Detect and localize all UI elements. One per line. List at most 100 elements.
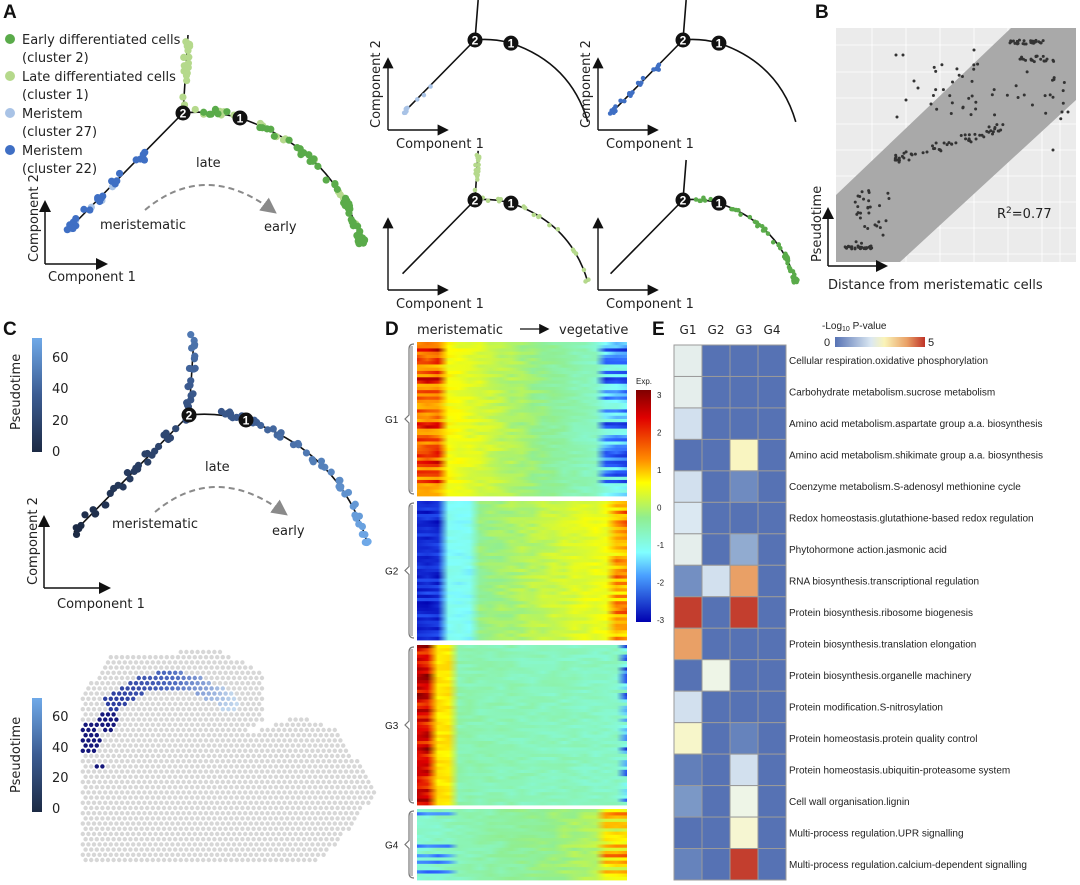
cell-point <box>428 84 433 89</box>
spot <box>100 701 105 707</box>
spot <box>290 722 295 727</box>
colorbar-tick: 20 <box>52 771 69 786</box>
spot <box>80 842 86 847</box>
spot <box>360 779 365 785</box>
spot <box>254 696 259 701</box>
heatmap-cell <box>729 344 759 377</box>
spot <box>147 800 153 805</box>
spot <box>80 748 86 753</box>
cell-point <box>656 62 662 68</box>
spot <box>315 790 321 795</box>
colorbar-tick: 1 <box>657 466 662 475</box>
spot <box>251 826 256 831</box>
spot <box>105 753 111 759</box>
spot <box>296 733 301 738</box>
cell-point <box>126 475 134 483</box>
row-label: Phytohormone action.jasmonic acid <box>789 545 947 556</box>
spot <box>273 774 279 779</box>
heatmap-cell <box>729 564 759 598</box>
spot <box>178 837 183 842</box>
spot <box>178 805 183 811</box>
heatmap-row <box>417 737 627 742</box>
spot <box>220 686 225 691</box>
heatmap-row <box>417 377 627 381</box>
heatmap-row <box>417 617 627 621</box>
spot <box>231 717 237 722</box>
spot <box>217 774 223 779</box>
spot <box>248 738 253 743</box>
heatmap-cell <box>729 690 759 724</box>
spot <box>156 816 161 821</box>
spot <box>229 774 234 779</box>
spot <box>161 774 167 779</box>
spot <box>293 831 298 837</box>
spot <box>159 738 164 743</box>
cell-point <box>336 191 344 199</box>
spot <box>86 748 91 753</box>
scatter-point <box>867 199 871 203</box>
spot <box>296 795 301 800</box>
spot <box>103 686 108 691</box>
spot <box>301 774 307 779</box>
spot <box>175 800 181 805</box>
spot <box>117 712 122 717</box>
spot <box>94 857 100 863</box>
spot <box>265 738 270 743</box>
heatmap-cell <box>729 470 759 503</box>
spot <box>133 826 139 831</box>
y-axis-label: Pseudotime <box>810 186 825 262</box>
pseudotime-colorbar <box>32 338 42 452</box>
heatmap-cell <box>729 753 759 787</box>
spot <box>86 738 91 743</box>
heatmap-row <box>417 510 627 515</box>
spot <box>217 753 223 759</box>
spot <box>105 795 111 800</box>
spot <box>251 857 256 863</box>
spot <box>170 696 175 701</box>
spot <box>209 686 214 691</box>
spot <box>105 837 111 842</box>
spot <box>117 774 122 779</box>
spot <box>318 753 323 759</box>
heatmap-row <box>417 399 627 404</box>
spot <box>125 811 130 816</box>
spot <box>184 660 189 665</box>
cell-point <box>785 254 790 260</box>
spot <box>307 753 312 759</box>
branch-node-label: 1 <box>243 414 250 428</box>
spot <box>310 759 315 764</box>
heatmap-row <box>417 539 627 544</box>
scatter-point <box>867 190 871 194</box>
spot <box>89 847 94 852</box>
spot <box>111 712 116 717</box>
scatter-point <box>848 245 852 249</box>
spot <box>89 857 94 863</box>
spot <box>212 649 217 655</box>
heatmap-row <box>417 358 627 362</box>
spot <box>192 727 197 733</box>
spot <box>327 842 332 847</box>
spot <box>147 821 153 826</box>
spot <box>257 805 262 811</box>
branch-node <box>238 412 254 428</box>
scatter-point <box>853 200 857 204</box>
heatmap-row <box>417 841 627 845</box>
heatmap-row <box>417 757 627 761</box>
spot <box>178 847 183 852</box>
spot <box>215 727 220 733</box>
spot <box>119 665 125 670</box>
spot <box>268 795 273 800</box>
group-bracket-bar <box>410 505 413 636</box>
panel-label-a: A <box>3 2 17 23</box>
spot <box>184 774 189 779</box>
spot <box>128 774 133 779</box>
spot <box>187 831 192 837</box>
colorbar-title: Pseudotime <box>9 717 24 793</box>
spot <box>122 826 128 831</box>
scatter-point <box>932 65 936 69</box>
spot <box>245 795 251 800</box>
spot <box>156 691 161 696</box>
spot <box>254 852 259 857</box>
spot <box>310 748 315 753</box>
spot <box>279 805 284 811</box>
